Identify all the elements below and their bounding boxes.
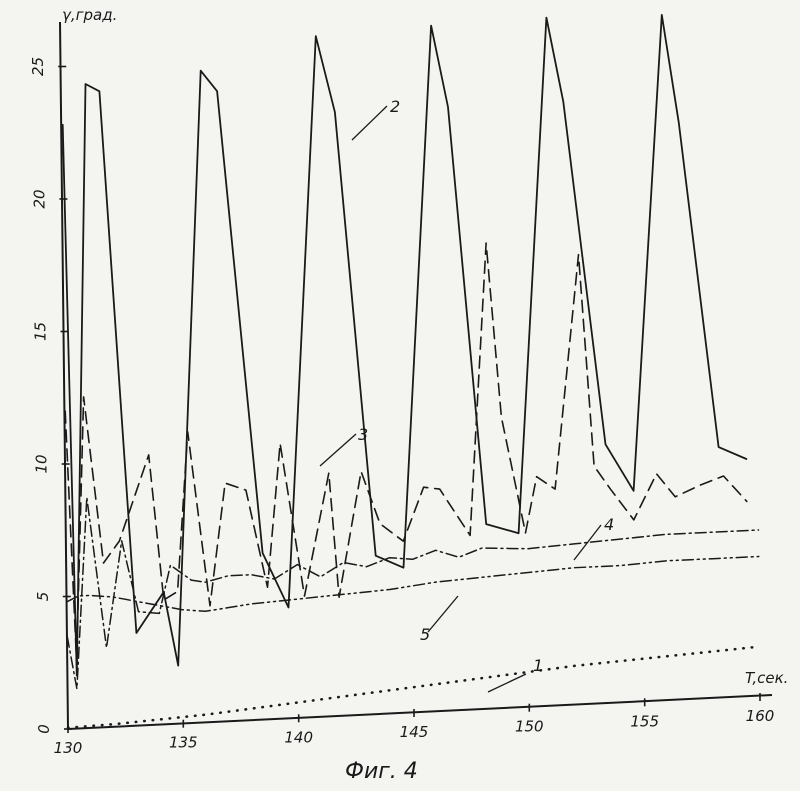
series-5-label: 5 [420, 625, 430, 644]
ticks-layer: 0510152025130135140145150155160 [29, 57, 774, 757]
y-tick-label-25: 25 [29, 57, 47, 76]
series-4-label: 4 [604, 515, 614, 534]
x-tick-label-145: 145 [400, 723, 429, 741]
x-tick-label-155: 155 [630, 712, 659, 730]
y-tick-label-0: 0 [35, 724, 53, 734]
y-tick-label-20: 20 [30, 189, 48, 208]
series-4-leader [574, 525, 601, 560]
y-axis [60, 22, 68, 729]
figure-caption: Фиг. 4 [345, 759, 418, 784]
series-3-leader [320, 434, 356, 466]
y-axis-title: γ,град. [62, 6, 117, 24]
series-5-line [67, 557, 759, 612]
series-2-leader [352, 106, 387, 140]
x-tick-label-140: 140 [284, 728, 313, 746]
series-layer [63, 15, 760, 728]
series-3-label: 3 [358, 425, 368, 444]
series-5-leader [428, 596, 458, 632]
series-4-line [67, 498, 758, 689]
series-2-line [63, 15, 747, 676]
series-1-label: 1 [533, 656, 543, 675]
x-tick-label-130: 130 [54, 739, 83, 757]
y-tick-label-15: 15 [32, 322, 50, 341]
series-2-label: 2 [390, 97, 400, 116]
x-tick-label-135: 135 [169, 734, 198, 752]
series-1-leader [488, 674, 526, 692]
y-tick-label-5: 5 [34, 592, 52, 602]
y-tick-label-10: 10 [33, 454, 51, 473]
x-tick-label-150: 150 [515, 718, 544, 736]
axes-layer [60, 22, 772, 729]
x-axis-title: T,сек. [745, 669, 788, 687]
x-tick-label-160: 160 [746, 707, 775, 725]
